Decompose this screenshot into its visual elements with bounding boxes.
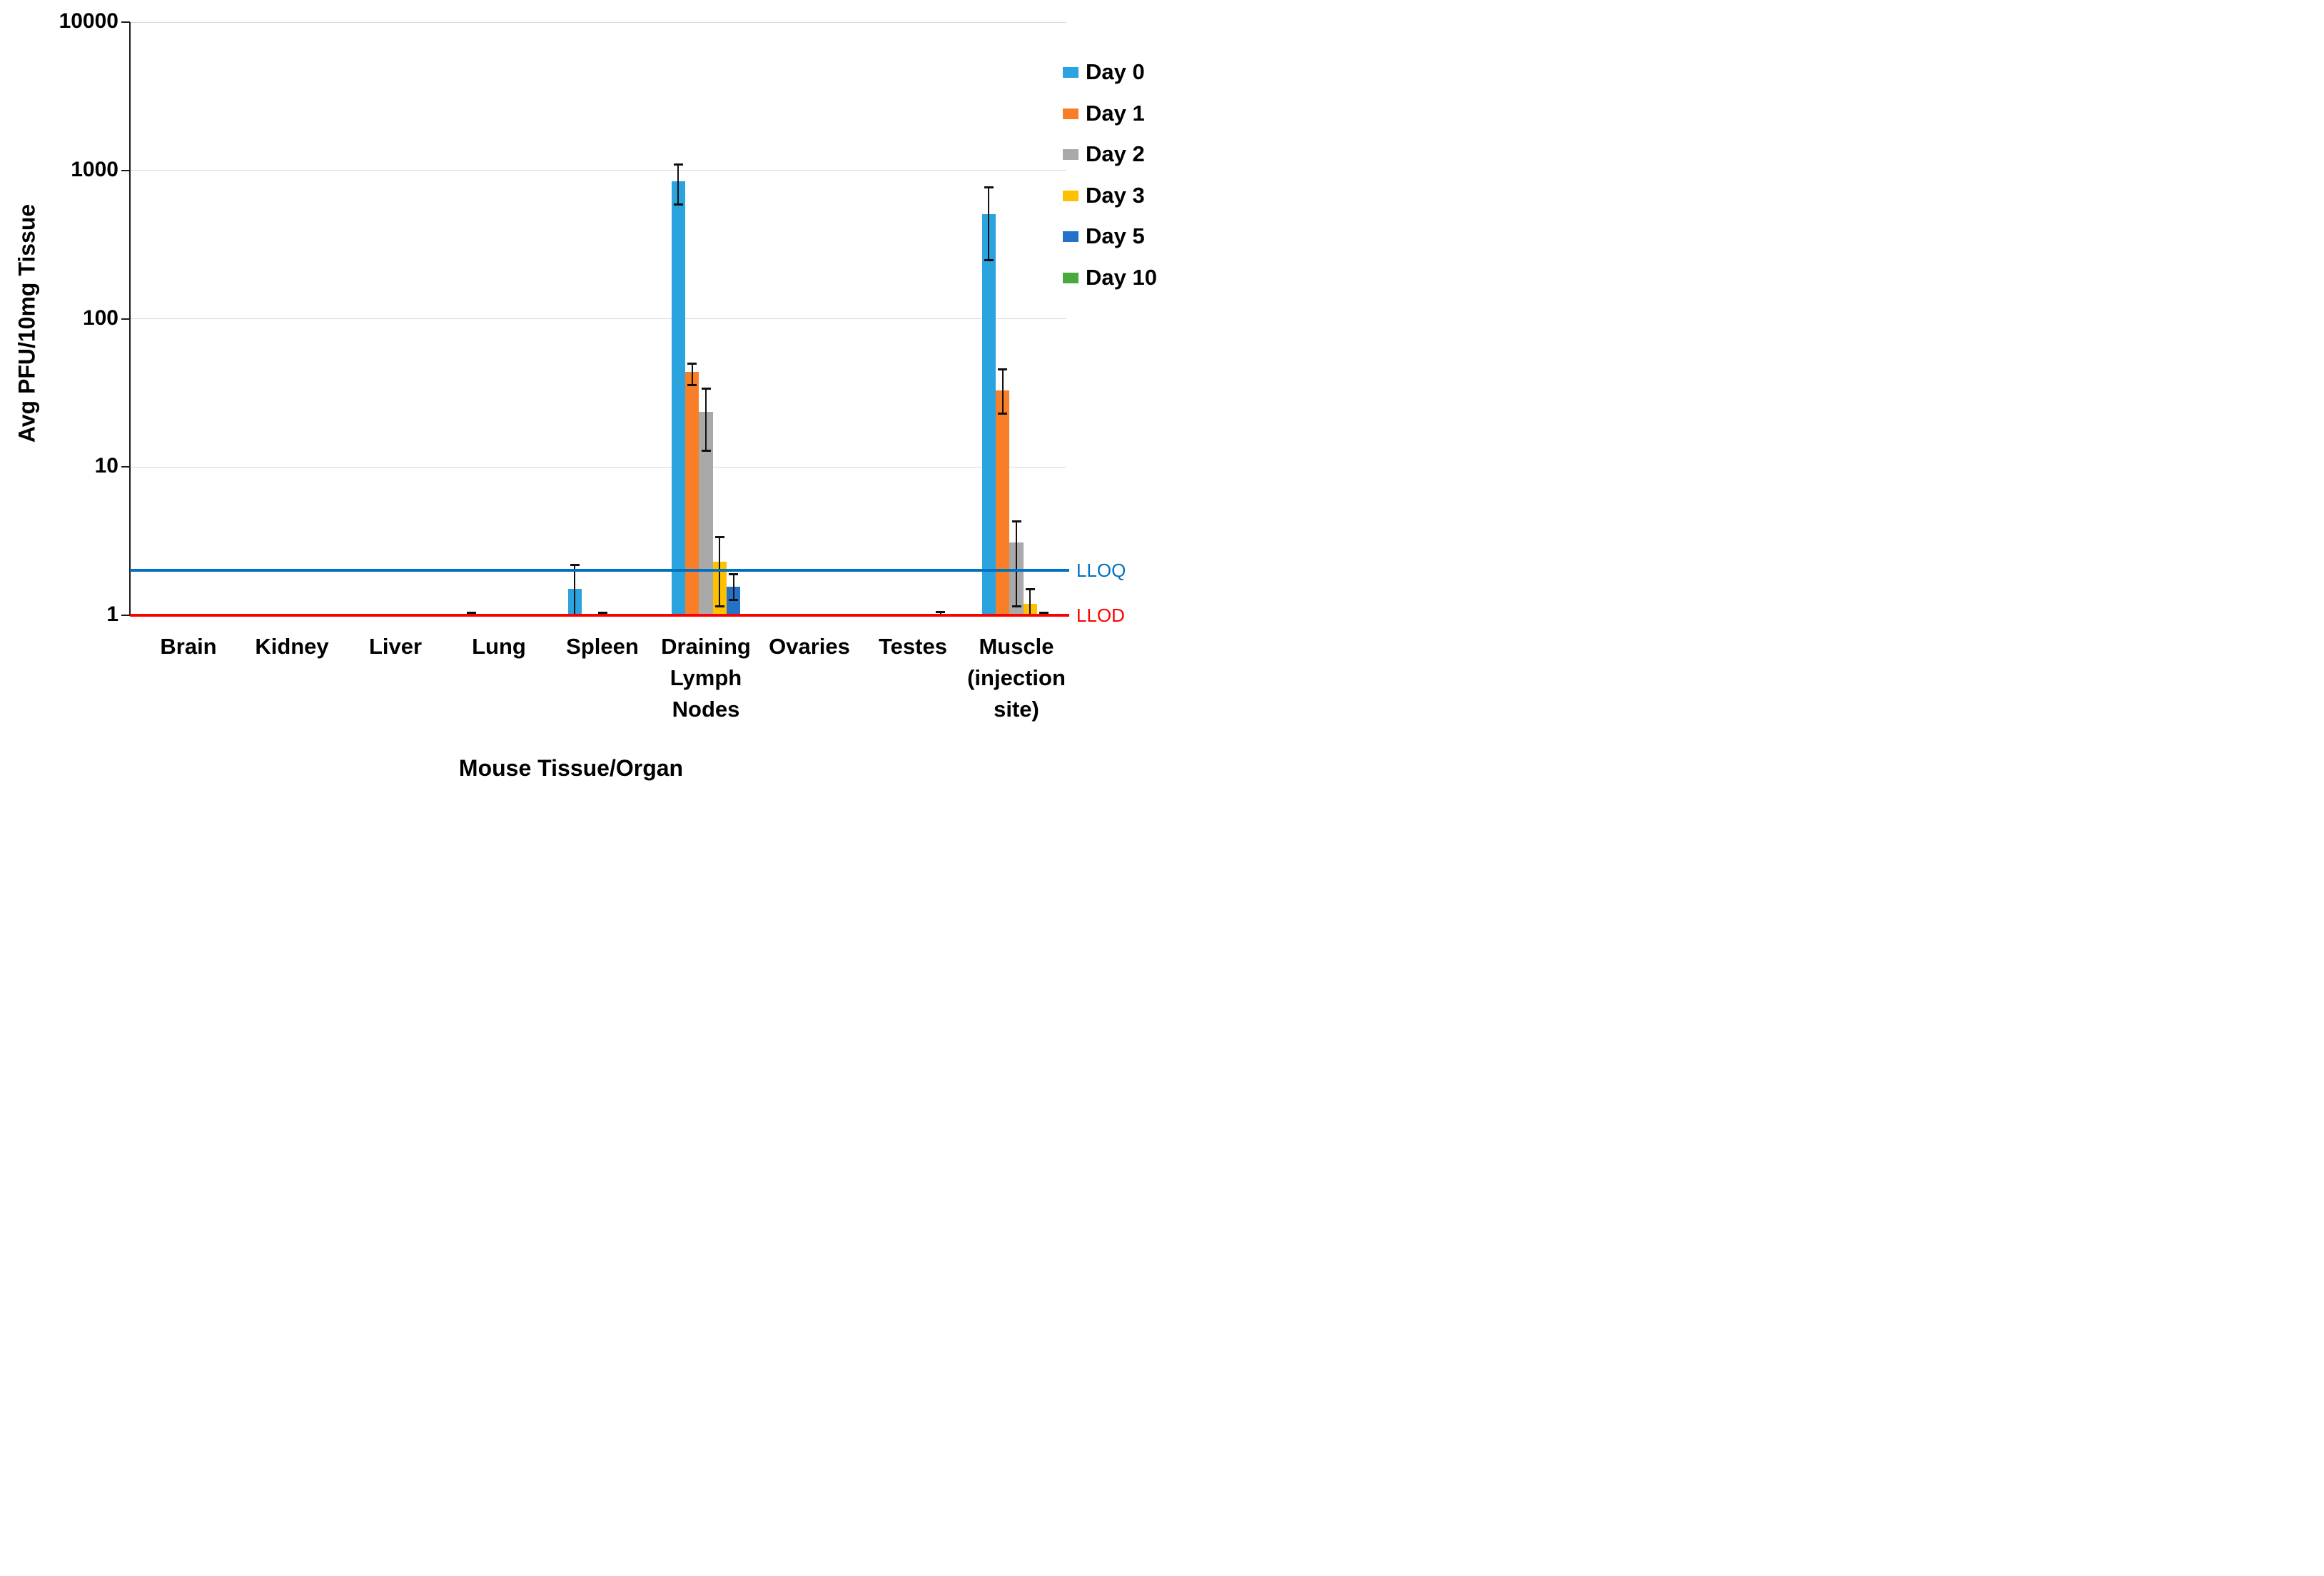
x-label-draining-lymph-nodes: Draining Lymph Nodes: [627, 631, 784, 725]
bar-day-0-draining-lymph-nodes: [671, 181, 686, 615]
legend-swatch-day-10: [1063, 273, 1078, 283]
bar-day-1-muscle-injection-site: [996, 390, 1010, 615]
error-cap-top-day-0-muscle-injection-site: [984, 186, 994, 188]
legend-swatch-day-2: [1063, 149, 1078, 161]
error-bar-day-5-testes: [939, 611, 941, 615]
error-bar-day-0-lung: [470, 612, 473, 615]
error-cap-top-day-5-testes: [936, 610, 946, 613]
y-axis-tick-100: [121, 318, 130, 320]
x-label-line: Testes: [879, 634, 947, 659]
error-cap-top-day-3-draining-lymph-nodes: [714, 535, 724, 538]
error-bar-day-3-muscle-injection-site: [1029, 589, 1031, 615]
y-axis-tick-10000: [121, 21, 130, 23]
y-tick-label-100: 100: [82, 305, 118, 330]
legend-item-day-2: Day 2: [1086, 141, 1145, 167]
x-label-line: (injection: [967, 665, 1066, 690]
y-axis-tick-10: [121, 466, 130, 468]
x-label-brain: Brain: [110, 631, 267, 662]
y-axis-title: Avg PFU/10mg Tissue: [14, 203, 40, 443]
error-cap-top-day-5-muscle-injection-site: [1039, 611, 1049, 614]
x-label-line: site): [994, 697, 1039, 722]
lloq-label: LLOQ: [1076, 560, 1126, 582]
legend-swatch-day-3: [1063, 190, 1078, 201]
x-label-liver: Liver: [317, 631, 474, 662]
legend-item-day-5: Day 5: [1086, 223, 1145, 249]
error-bar-day-2-muscle-injection-site: [1016, 521, 1017, 607]
x-label-line: Brain: [160, 634, 217, 659]
y-tick-label-10: 10: [94, 454, 118, 478]
legend-item-day-1: Day 1: [1086, 100, 1145, 126]
error-cap-top-day-0-draining-lymph-nodes: [673, 163, 683, 166]
error-bar-day-0-muscle-injection-site: [988, 186, 990, 260]
error-cap-bottom-day-0-draining-lymph-nodes: [673, 203, 683, 206]
y-tick-label-10000: 10000: [59, 9, 118, 33]
x-axis-title: Mouse Tissue/Organ: [458, 755, 684, 781]
error-bar-day-5-muscle-injection-site: [1043, 612, 1045, 615]
x-label-line: Draining: [661, 634, 751, 659]
bar-day-0-muscle-injection-site: [981, 213, 996, 615]
x-label-line: Nodes: [672, 697, 740, 722]
error-cap-top-day-2-spleen: [597, 611, 607, 614]
y-axis-line: [129, 22, 131, 615]
gridline-10: [130, 466, 1066, 468]
error-cap-top-day-2-draining-lymph-nodes: [701, 387, 711, 390]
error-cap-bottom-day-1-muscle-injection-site: [998, 413, 1008, 415]
legend-swatch-day-1: [1063, 108, 1078, 119]
gridline-10000: [130, 21, 1066, 23]
y-axis-tick-1: [121, 615, 130, 616]
x-label-line: Spleen: [566, 634, 639, 659]
llod-label: LLOD: [1076, 605, 1125, 626]
bar-day-2-draining-lymph-nodes: [699, 412, 713, 615]
x-label-line: Liver: [368, 634, 423, 659]
x-label-line: Lung: [472, 634, 526, 659]
error-cap-top-day-3-muscle-injection-site: [1025, 588, 1035, 591]
legend-item-day-0: Day 0: [1086, 59, 1145, 84]
error-cap-top-day-1-draining-lymph-nodes: [687, 363, 697, 365]
x-label-line: Muscle: [979, 634, 1054, 659]
x-label-line: Lymph: [670, 665, 742, 690]
x-label-testes: Testes: [834, 631, 991, 662]
legend-swatch-day-5: [1063, 231, 1078, 243]
gridline-1000: [130, 170, 1066, 171]
x-label-ovaries: Ovaries: [731, 631, 888, 662]
error-cap-bottom-day-0-muscle-injection-site: [984, 258, 994, 261]
error-bar-day-0-draining-lymph-nodes: [677, 164, 679, 205]
error-cap-top-day-0-spleen: [570, 563, 580, 566]
error-bar-day-1-draining-lymph-nodes: [691, 363, 693, 385]
tissue-biodistribution-chart: 1 10 100 1000 10000 LLOQ LLOD Brain Kidney Liver L…: [0, 0, 1162, 788]
x-label-muscle-injection-site: Muscle (injection site): [938, 631, 1095, 725]
error-cap-top-day-5-draining-lymph-nodes: [729, 573, 739, 576]
x-label-line: Kidney: [255, 634, 329, 659]
lloq-line: [130, 569, 1069, 572]
gridline-100: [130, 318, 1066, 319]
llod-line: [130, 614, 1069, 617]
bar-day-1-draining-lymph-nodes: [685, 371, 699, 615]
error-cap-top-day-0-lung: [466, 611, 476, 614]
legend-item-day-3: Day 3: [1086, 182, 1145, 208]
error-cap-top-day-2-muscle-injection-site: [1011, 520, 1021, 523]
legend-item-day-10: Day 10: [1086, 265, 1157, 290]
error-cap-bottom-day-3-draining-lymph-nodes: [714, 605, 724, 608]
error-bar-day-1-muscle-injection-site: [1001, 368, 1004, 414]
y-tick-label-1: 1: [106, 602, 118, 626]
error-cap-bottom-day-1-draining-lymph-nodes: [687, 383, 697, 386]
error-bar-day-2-spleen: [602, 612, 603, 615]
x-label-lung: Lung: [420, 631, 577, 662]
error-bar-day-5-draining-lymph-nodes: [732, 574, 734, 600]
y-tick-label-1000: 1000: [71, 157, 118, 181]
x-label-kidney: Kidney: [213, 631, 370, 662]
legend-swatch-day-0: [1063, 67, 1078, 78]
y-axis-tick-1000: [121, 169, 130, 171]
x-label-spleen: Spleen: [524, 631, 681, 662]
error-cap-bottom-day-2-muscle-injection-site: [1011, 605, 1021, 608]
error-bar-day-2-draining-lymph-nodes: [705, 388, 707, 450]
x-label-line: Ovaries: [769, 634, 850, 659]
error-cap-top-day-1-muscle-injection-site: [998, 368, 1008, 370]
error-cap-bottom-day-5-draining-lymph-nodes: [729, 599, 739, 602]
error-bar-day-0-spleen: [574, 564, 576, 615]
error-cap-bottom-day-2-draining-lymph-nodes: [701, 449, 711, 452]
